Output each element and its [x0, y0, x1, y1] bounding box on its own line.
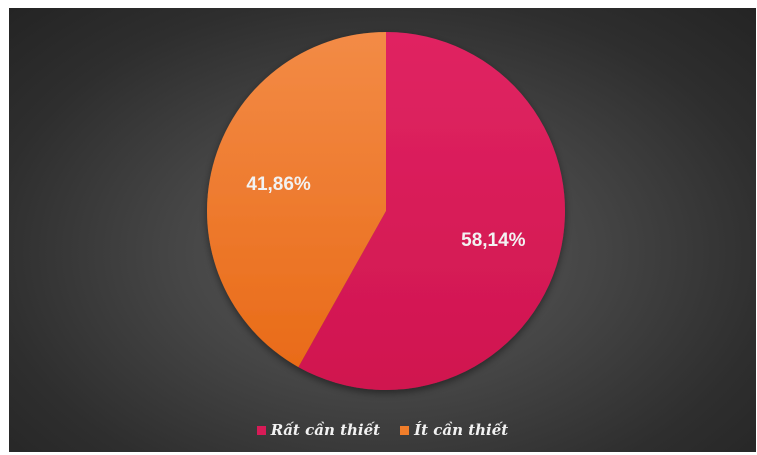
legend-swatch-it-can-thiet [400, 425, 410, 435]
legend-swatch-rat-can-thiet [256, 425, 266, 435]
legend: Rất cần thiết Ít cần thiết [9, 421, 756, 439]
chart-background: 58,14% 41,86% Rất cần thiết Ít cần thiết [9, 8, 756, 452]
data-label-it-can-thiet: 41,86% [246, 174, 311, 195]
legend-item-rat-can-thiet: Rất cần thiết [256, 421, 381, 439]
pie-slice-it-can-thiet [207, 32, 386, 368]
legend-label-rat-can-thiet: Rất cần thiết [270, 421, 381, 439]
legend-item-it-can-thiet: Ít cần thiết [400, 421, 508, 439]
legend-label-it-can-thiet: Ít cần thiết [414, 421, 509, 439]
data-label-rat-can-thiet: 58,14% [461, 230, 526, 251]
pie-chart: 58,14% 41,86% [207, 32, 566, 390]
pie-slice-rat-can-thiet [298, 32, 566, 390]
